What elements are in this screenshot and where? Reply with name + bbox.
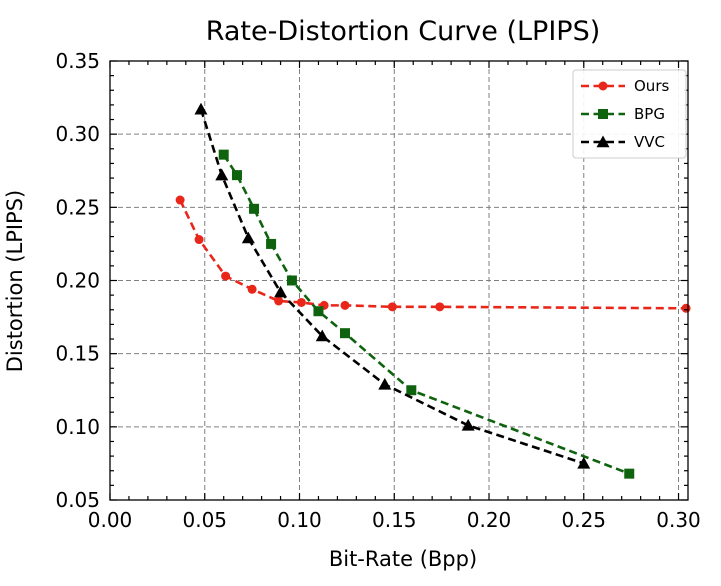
legend-label-vvc: VVC: [634, 133, 665, 151]
series-ours: [175, 195, 691, 313]
series-vvc: [194, 102, 591, 469]
tick-layer: 0.00 0.05 0.10 0.15 0.20 0.25 0.300.050.100.15…: [55, 49, 700, 532]
series-line-ours: [178, 199, 687, 310]
y-tick-label: 0.25: [55, 195, 100, 219]
legend-entry-bpg: BPG: [581, 105, 665, 123]
data-point-vvc: [577, 456, 591, 469]
legend-entry-vvc: VVC: [581, 133, 665, 151]
legend-entry-ours: Ours: [581, 77, 669, 95]
x-tick-label: 0.00: [88, 508, 133, 532]
y-axis-label: Distortion (LPIPS): [3, 190, 27, 373]
data-point-ours: [247, 284, 257, 294]
legend-marker-bpg: [598, 109, 608, 119]
data-point-bpg: [624, 468, 635, 479]
x-tick-label: 0.30: [656, 508, 701, 532]
x-tick-label: 0.20: [467, 508, 512, 532]
y-tick-label: 0.10: [55, 415, 100, 439]
x-tick-label: 0.25: [562, 508, 607, 532]
legend-label-bpg: BPG: [634, 105, 665, 123]
data-point-bpg: [286, 275, 297, 286]
legend-marker-vvc: [596, 135, 610, 148]
data-point-vvc: [194, 102, 208, 115]
series-line-vvc: [199, 108, 585, 465]
data-point-bpg: [249, 203, 260, 214]
data-point-vvc: [378, 377, 392, 390]
x-axis-label: Bit-Rate (Bpp): [329, 547, 477, 571]
y-tick-label: 0.15: [55, 342, 100, 366]
data-point-bpg: [218, 149, 229, 160]
data-point-vvc: [461, 418, 475, 431]
legend-label-ours: Ours: [634, 77, 669, 95]
data-point-ours: [274, 296, 284, 306]
y-tick-label: 0.05: [55, 488, 100, 512]
data-point-ours: [435, 302, 445, 312]
data-point-bpg: [339, 328, 350, 339]
x-tick-label: 0.10: [277, 508, 322, 532]
x-tick-label: 0.05: [182, 508, 227, 532]
legend-box: [572, 69, 687, 159]
series-line-bpg: [222, 153, 630, 475]
chart-title: Rate-Distortion Curve (LPIPS): [206, 16, 601, 47]
data-point-bpg: [231, 170, 242, 181]
data-point-vvc: [241, 231, 255, 244]
plot-frame: [109, 60, 689, 501]
data-point-ours: [340, 300, 350, 310]
series-bpg: [218, 149, 635, 479]
data-point-vvc: [315, 329, 329, 342]
data-point-ours: [175, 195, 185, 205]
data-point-ours: [194, 235, 204, 245]
data-point-vvc: [215, 168, 229, 181]
legend-marker-ours: [598, 81, 608, 91]
data-point-bpg: [266, 238, 277, 249]
data-point-vvc: [274, 285, 288, 298]
data-point-ours: [387, 302, 397, 312]
series-layer: [175, 102, 691, 479]
y-tick-label: 0.20: [55, 269, 100, 293]
data-point-bpg: [313, 306, 324, 317]
legend: Ours BPG VVC: [572, 69, 687, 159]
data-point-ours: [221, 271, 231, 281]
data-point-bpg: [406, 385, 417, 396]
y-tick-label: 0.30: [55, 122, 100, 146]
data-point-ours: [681, 303, 691, 313]
x-tick-label: 0.15: [372, 508, 417, 532]
y-tick-label: 0.35: [55, 49, 100, 73]
data-point-ours: [296, 297, 306, 307]
grid-layer: [110, 61, 688, 500]
